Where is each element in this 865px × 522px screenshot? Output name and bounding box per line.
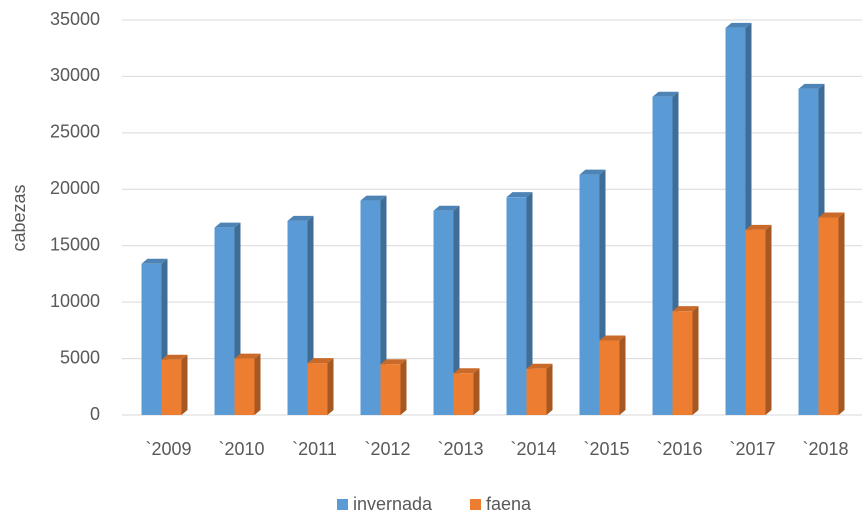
bar [161, 359, 182, 415]
bar-side [380, 195, 387, 415]
bar-side [692, 306, 699, 415]
bar-top [234, 353, 261, 359]
bar [818, 217, 839, 415]
x-tick-label: `2011 [292, 439, 337, 459]
bar-side [254, 353, 261, 415]
x-tick-label: `2013 [437, 439, 483, 459]
x-tick-label: `2018 [802, 439, 848, 459]
bar [433, 210, 454, 415]
bar-top [599, 335, 626, 341]
bar-side [765, 224, 772, 415]
bar [141, 263, 162, 415]
x-tick-label: `2012 [364, 439, 410, 459]
bar-top [360, 195, 387, 201]
bar-top [526, 363, 553, 369]
bar-side [838, 212, 845, 415]
bar-side [181, 354, 188, 415]
y-tick-label: 20000 [50, 178, 100, 198]
bar [453, 373, 474, 415]
bar-side [453, 205, 460, 415]
bar-side [327, 358, 334, 415]
bar [672, 311, 693, 415]
legend-swatch [470, 499, 481, 510]
bar-side [546, 363, 553, 415]
legend-swatch [337, 499, 348, 510]
bar-side [619, 335, 626, 415]
bar [234, 358, 255, 415]
bar [380, 364, 401, 415]
x-tick-label: `2017 [729, 439, 775, 459]
bar-side [473, 368, 480, 415]
bar [214, 227, 235, 415]
bar [307, 363, 328, 415]
bar [360, 200, 381, 415]
x-tick-label: `2009 [145, 439, 191, 459]
bar [506, 197, 527, 415]
bar-top [798, 83, 825, 89]
x-tick-label: `2015 [583, 439, 629, 459]
x-tick-label: `2014 [510, 439, 556, 459]
x-tick-label: `2010 [218, 439, 264, 459]
y-tick-label: 25000 [50, 122, 100, 142]
x-tick-label: `2016 [656, 439, 702, 459]
bar-top [453, 368, 480, 374]
bar-top [745, 224, 772, 230]
bar-top [161, 354, 188, 360]
bar-top [287, 215, 314, 221]
y-axis-label: cabezas [9, 184, 29, 251]
bar-side [400, 359, 407, 415]
bar-top [672, 306, 699, 312]
bar [652, 96, 673, 415]
legend-label: invernada [353, 494, 433, 514]
y-tick-label: 15000 [50, 234, 100, 254]
bar [599, 340, 620, 415]
bar-top [433, 205, 460, 211]
bar-top [141, 258, 168, 264]
bar-top [725, 22, 752, 28]
bar [287, 220, 308, 415]
y-tick-label: 0 [90, 404, 100, 424]
bar [526, 368, 547, 415]
bar [725, 27, 746, 416]
legend-label: faena [486, 494, 532, 514]
bar-top [506, 192, 533, 198]
bar [798, 88, 819, 415]
bar-top [818, 212, 845, 218]
y-tick-label: 30000 [50, 65, 100, 85]
bar-top [579, 169, 606, 175]
y-tick-label: 10000 [50, 291, 100, 311]
bar-top [380, 359, 407, 365]
y-tick-label: 35000 [50, 9, 100, 29]
bar-top [214, 222, 241, 228]
bar-side [526, 192, 533, 415]
bar [745, 229, 766, 415]
bar-top [652, 91, 679, 97]
y-tick-label: 5000 [60, 347, 100, 367]
bar [579, 174, 600, 415]
bar-top [307, 358, 334, 364]
